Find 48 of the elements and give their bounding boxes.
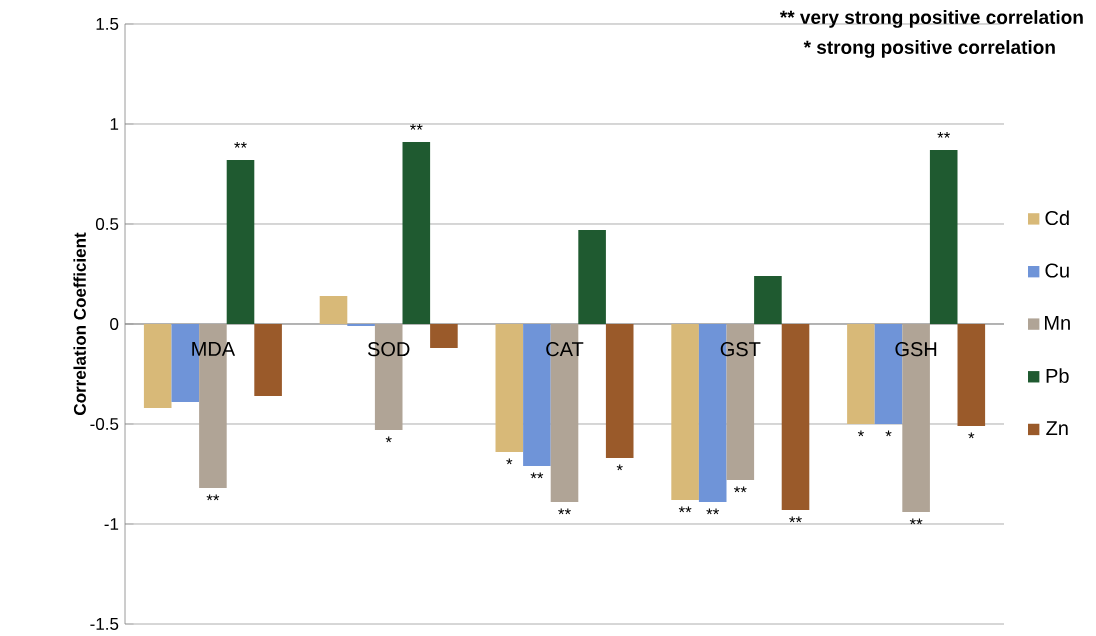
bar xyxy=(605,324,634,459)
bar xyxy=(347,324,375,327)
data-label: ** xyxy=(733,486,747,493)
y-tick-label: 1 xyxy=(110,118,119,131)
bar xyxy=(430,324,458,349)
data-label: * xyxy=(885,430,892,437)
y-tick-label: 0 xyxy=(110,318,119,331)
legend-label: Zn xyxy=(1046,421,1068,436)
legend-label: Mn xyxy=(1045,316,1070,330)
annotation: ** very strong positive correlation xyxy=(779,10,1083,29)
data-label: * xyxy=(385,436,392,443)
data-label: ** xyxy=(234,142,247,149)
bar xyxy=(254,324,282,397)
y-tick-label: -1 xyxy=(104,518,119,531)
data-label: * xyxy=(857,430,864,437)
bar xyxy=(781,324,810,511)
y-tick-label: -0.5 xyxy=(90,418,119,431)
y-tick-label: 1.5 xyxy=(96,18,119,31)
y-axis-title: Correlation Coefficient xyxy=(73,232,86,416)
data-label: ** xyxy=(706,508,720,515)
bar xyxy=(754,276,782,325)
y-tick-label: 0.5 xyxy=(95,218,119,231)
data-label: ** xyxy=(937,132,951,139)
bar xyxy=(671,324,699,501)
annotation: * strong positive correlation xyxy=(803,40,1055,59)
bar xyxy=(495,324,524,453)
data-label: * xyxy=(968,432,975,439)
y-tick-label: -1.5 xyxy=(90,618,119,631)
data-label: ** xyxy=(409,124,423,131)
bar xyxy=(143,324,172,409)
data-label: * xyxy=(616,464,623,471)
data-label: ** xyxy=(530,472,544,479)
bar xyxy=(957,324,986,427)
legend-label: Cu xyxy=(1045,263,1069,278)
legend-label: Cd xyxy=(1045,210,1069,226)
data-label: ** xyxy=(789,516,802,523)
bar xyxy=(319,296,348,325)
legend-label: Pb xyxy=(1046,368,1069,384)
data-label: ** xyxy=(678,506,692,513)
bar xyxy=(578,230,606,325)
data-label: ** xyxy=(558,508,571,515)
bar xyxy=(847,324,875,425)
data-label: ** xyxy=(909,518,923,525)
bar xyxy=(226,160,255,325)
bar xyxy=(402,142,431,325)
data-label: ** xyxy=(206,494,220,501)
data-label: * xyxy=(506,458,513,465)
bar xyxy=(929,150,958,325)
